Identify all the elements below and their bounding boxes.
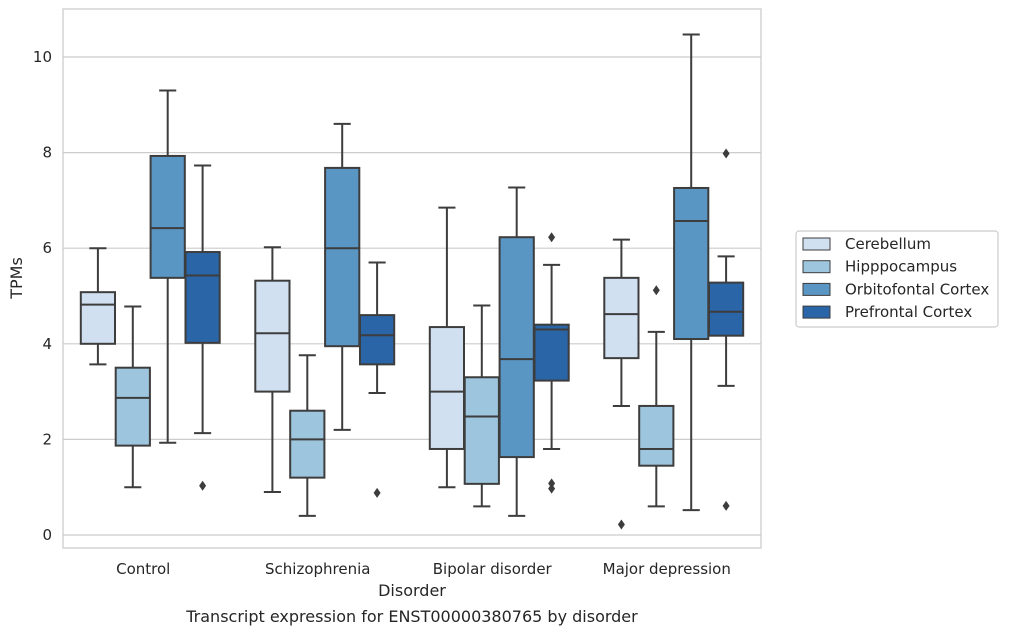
y-tick-label: 4 bbox=[42, 335, 52, 353]
box-hipppocampus bbox=[114, 305, 151, 489]
legend-label: Prefrontal Cortex bbox=[845, 303, 972, 321]
outlier-marker bbox=[199, 480, 207, 491]
box-body bbox=[603, 276, 640, 360]
box-body bbox=[463, 376, 500, 485]
legend: Cerebellum Hipppocampus Orbitofontal Corte… bbox=[795, 230, 999, 328]
box-cerebellum bbox=[79, 247, 117, 366]
box-cerebellum bbox=[254, 246, 291, 493]
y-tick-label: 8 bbox=[42, 144, 52, 162]
box-body bbox=[358, 314, 396, 366]
plot-frame bbox=[62, 8, 762, 549]
y-tick-label: 0 bbox=[42, 526, 52, 544]
outlier-marker bbox=[548, 483, 556, 494]
box-orbitofontal-cortex bbox=[498, 186, 535, 517]
plot-boxes bbox=[79, 33, 745, 530]
figure-caption: Transcript expression for ENST0000038076… bbox=[185, 607, 638, 626]
y-tick-label: 6 bbox=[42, 239, 52, 257]
box-cerebellum bbox=[428, 206, 466, 489]
x-tick-label: Bipolar disorder bbox=[433, 560, 553, 578]
box-body bbox=[149, 154, 186, 279]
outlier-marker bbox=[722, 148, 730, 159]
box-hipppocampus bbox=[463, 304, 500, 508]
box-prefrontal-cortex bbox=[184, 164, 221, 491]
box-body bbox=[79, 291, 117, 345]
box-orbitofontal-cortex bbox=[673, 33, 710, 512]
x-tick-label: Schizophrenia bbox=[265, 560, 370, 578]
box-body bbox=[184, 251, 221, 344]
box-orbitofontal-cortex bbox=[324, 122, 361, 431]
legend-swatch bbox=[802, 282, 831, 296]
legend-swatch bbox=[802, 237, 831, 251]
box-prefrontal-cortex bbox=[358, 261, 396, 498]
box-cerebellum bbox=[603, 238, 640, 530]
box-body bbox=[114, 366, 151, 447]
box-body bbox=[324, 166, 361, 348]
outlier-marker bbox=[722, 500, 730, 511]
legend-swatch bbox=[802, 260, 831, 274]
outlier-marker bbox=[617, 519, 625, 530]
box-body bbox=[533, 323, 570, 382]
box-prefrontal-cortex bbox=[533, 232, 570, 494]
box-body bbox=[673, 186, 710, 341]
box-body bbox=[254, 279, 291, 393]
legend-swatch bbox=[802, 305, 831, 319]
outlier-marker bbox=[548, 478, 556, 489]
box-prefrontal-cortex bbox=[707, 148, 745, 511]
x-axis-title: Disorder bbox=[378, 581, 446, 600]
x-tick-labels: Control Schizophrenia Bipolar disorder Majo… bbox=[116, 560, 731, 578]
box-body bbox=[707, 281, 745, 337]
box-body bbox=[638, 404, 675, 467]
box-body bbox=[289, 409, 326, 479]
legend-box bbox=[795, 230, 999, 328]
x-tick-label: Control bbox=[116, 560, 170, 578]
box-body bbox=[428, 326, 466, 450]
box-orbitofontal-cortex bbox=[149, 89, 186, 444]
y-tick-labels: 0 2 4 6 8 10 bbox=[33, 48, 52, 544]
outlier-marker bbox=[652, 285, 660, 296]
legend-label: Hipppocampus bbox=[845, 258, 957, 276]
outlier-marker bbox=[548, 232, 556, 243]
box-hipppocampus bbox=[289, 354, 326, 517]
y-axis-title: TPMs bbox=[7, 257, 26, 300]
outlier-marker bbox=[373, 487, 381, 498]
x-tick-label: Major depression bbox=[603, 560, 731, 578]
y-tick-label: 2 bbox=[42, 430, 52, 448]
legend-label: Cerebellum bbox=[845, 235, 931, 253]
y-tick-label: 10 bbox=[33, 48, 52, 66]
box-body bbox=[498, 236, 535, 459]
legend-label: Orbitofontal Cortex bbox=[845, 280, 989, 298]
box-hipppocampus bbox=[638, 285, 675, 508]
